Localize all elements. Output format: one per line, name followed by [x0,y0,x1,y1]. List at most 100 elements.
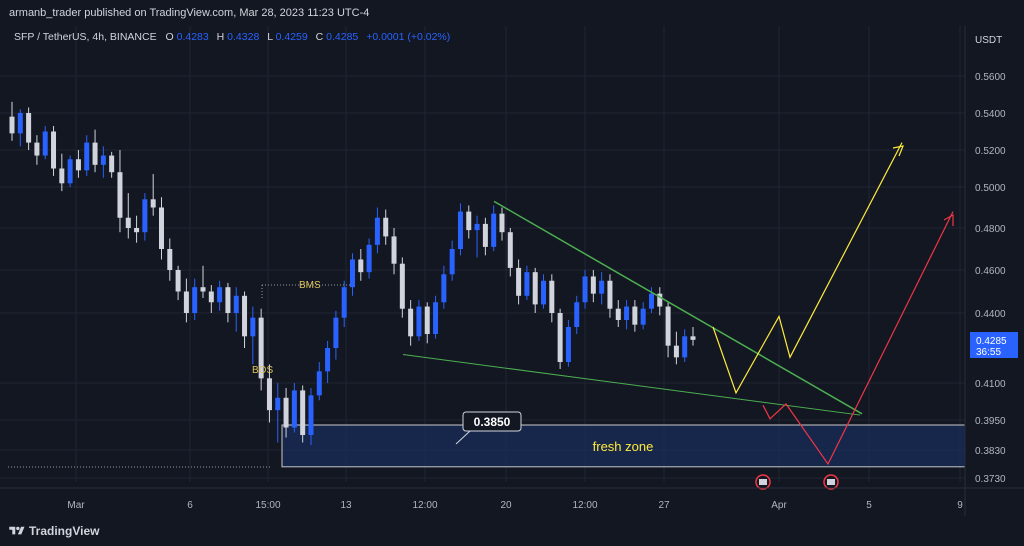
time-tick-label: 12:00 [412,500,437,511]
candle-body [358,259,364,273]
bos-label: BOS [252,365,273,376]
time-tick-label: 20 [500,500,512,511]
candle-body [109,155,115,173]
bullish-arrow-head [892,145,904,157]
price-tick-label: 0.4400 [975,309,1006,320]
fresh-zone-rect [281,424,966,468]
callout-box [462,411,522,432]
candle-body [599,280,605,294]
candle-body [648,293,654,309]
candle-body [26,113,32,143]
candle-body [258,317,264,379]
candle-body [399,263,405,309]
price-tick-label: 0.4800 [975,224,1006,235]
candle-body [366,244,372,273]
candle-body [624,306,630,320]
fresh-zone-label: fresh zone [593,439,654,454]
us-flag-icon-inner [759,479,767,485]
candle-body [632,306,638,325]
legend-high-value: 0.4328 [227,31,259,43]
price-tick-label: 0.3730 [975,474,1006,485]
price-tick-label: 0.4100 [975,379,1006,390]
candle-body [125,217,131,228]
time-tick-label: Apr [771,500,787,511]
candle-body [690,336,696,340]
candle-body [217,287,223,303]
candle-body [341,287,347,318]
candlestick-series [9,101,696,445]
time-tick-label: 15:00 [255,500,280,511]
candle-body [491,213,497,247]
price-chart[interactable]: fresh zone BMS BOS 0.3850 USDT 0.5600 0.5400… [0,26,1024,516]
last-price-value: 0.4285 [976,336,1007,347]
legend-open-value: 0.4283 [177,31,209,43]
us-flag-icon-inner [827,479,835,485]
candle-body [183,291,189,313]
candle-body [640,308,646,325]
price-axis[interactable]: USDT 0.5600 0.5400 0.5200 0.5000 0.4800 0.4600… [964,26,1018,516]
price-tick-label: 0.3830 [975,446,1006,457]
time-axis[interactable]: Mar 6 15:00 13 12:00 20 12:00 27 Apr 5 9 [0,487,1024,511]
candle-body [9,116,15,134]
candle-body [100,155,106,165]
legend-close-value: 0.4285 [326,31,358,43]
candle-body [424,306,430,334]
legend-symbol: SFP / TetherUS, 4h, BINANCE [14,31,157,43]
svg-text:SFP / TetherUS, 4h, BINANCE: SFP / TetherUS, 4h, BINANCE O 0.4283 H 0… [14,31,450,43]
candle-body [17,113,23,134]
candle-body [325,348,331,372]
publisher-text: armanb_trader published on TradingView.c… [9,7,370,19]
candle-body [84,142,90,171]
candle-body [457,211,463,249]
candle-body [474,223,480,231]
legend-low-value: 0.4259 [276,31,308,43]
candle-body [34,142,40,156]
time-tick-label: 12:00 [572,500,597,511]
price-tick-label: 0.5400 [975,109,1006,120]
legend-high-label: H [217,31,225,43]
price-tick-label: 0.4600 [975,266,1006,277]
candle-body [507,232,513,268]
candle-body [192,287,198,313]
candle-body [582,276,588,303]
candle-body [92,142,98,165]
candle-body [590,276,596,294]
time-tick-label: Mar [67,500,85,511]
time-tick-label: 5 [866,500,872,511]
candle-body [532,272,538,305]
legend-low-label: L [267,31,273,43]
candle-body [516,267,522,296]
candle-body [67,159,73,184]
candle-body [242,295,248,337]
time-tick-label: 6 [187,500,193,511]
candle-body [300,390,306,435]
tradingview-logo[interactable]: TradingView [9,524,99,538]
wedge-lower-line [402,354,861,416]
candle-body [150,199,156,208]
candle-body [524,272,530,296]
candle-body [441,274,447,303]
bms-label: BMS [299,280,321,291]
candle-body [291,390,297,428]
legend-open-label: O [166,31,174,43]
candle-body [391,236,397,264]
candle-body [167,249,173,270]
price-tick-label: 0.5600 [975,72,1006,83]
bearish-projection-path [762,211,954,466]
candle-body [42,131,48,156]
tradingview-logo-text: TradingView [29,524,100,538]
time-tick-label: 13 [340,500,352,511]
candle-body [541,280,547,305]
price-tick-label: 0.3950 [975,416,1006,427]
candle-body [482,223,488,247]
candle-body [665,306,671,346]
publisher-header: armanb_trader published on TradingView.c… [0,0,1024,26]
candle-body [175,270,181,292]
candle-body [51,131,57,169]
candle-body [499,213,505,233]
drawings: BMS BOS 0.3850 [8,142,954,490]
candle-body [225,287,231,313]
currency-label: USDT [975,35,1002,46]
symbol-legend: SFP / TetherUS, 4h, BINANCE O 0.4283 H 0… [14,31,450,43]
bullish-projection-path [712,142,903,395]
